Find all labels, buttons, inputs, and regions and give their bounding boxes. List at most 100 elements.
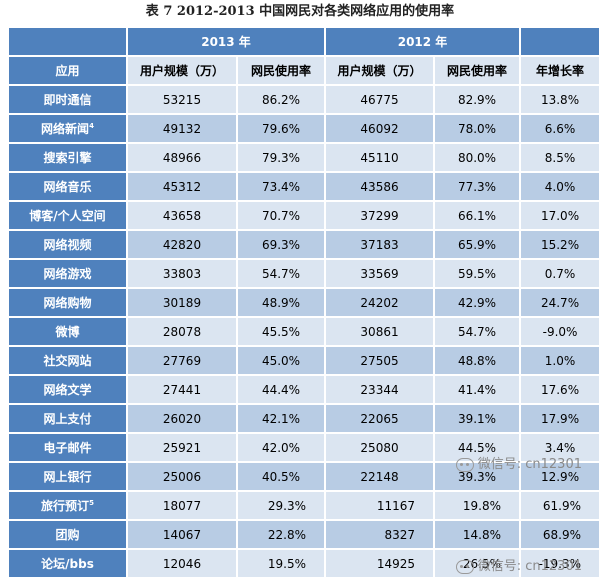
users-2013-header: 用户规模（万） [128,57,236,84]
growth-cell: 8.5% [521,144,600,171]
rate-2012-cell: 65.9% [435,231,520,258]
rate-2013-cell: 73.4% [238,173,325,200]
growth-cell: 13.8% [521,86,600,113]
rate-2012-cell: 26.5% [435,550,520,577]
table-row: 网络新闻4 49132 79.6% 46092 78.0% 6.6% [9,115,600,142]
growth-header: 年增长率 [521,57,600,84]
users-2012-cell: 8327 [326,521,434,548]
rate-2013-cell: 54.7% [238,260,325,287]
users-2013-cell: 42820 [128,231,236,258]
users-2013-cell: 45312 [128,173,236,200]
users-2013-cell: 49132 [128,115,236,142]
growth-cell: 17.0% [521,202,600,229]
app-name-cell: 网上支付 [9,405,126,432]
growth-cell: 6.6% [521,115,600,142]
users-2013-cell: 48966 [128,144,236,171]
rate-2013-cell: 79.3% [238,144,325,171]
app-name-cell: 论坛/bbs [9,550,126,577]
rate-2012-cell: 80.0% [435,144,520,171]
table-row: 论坛/bbs 12046 19.5% 14925 26.5% -19.3% [9,550,600,577]
users-2012-cell: 24202 [326,289,434,316]
rate-2013-cell: 22.8% [238,521,325,548]
app-name-cell: 社交网站 [9,347,126,374]
users-2013-cell: 27769 [128,347,236,374]
table-title: 表 7 2012-2013 中国网民对各类网络应用的使用率 [145,4,455,19]
growth-corner-cell [521,28,600,55]
table-row: 电子邮件 25921 42.0% 25080 44.5% 3.4% [9,434,600,461]
app-column-header: 应用 [9,57,126,84]
growth-cell: 4.0% [521,173,600,200]
growth-cell: 1.0% [521,347,600,374]
users-2012-header: 用户规模（万） [326,57,434,84]
users-2013-cell: 30189 [128,289,236,316]
users-2012-cell: 22065 [326,405,434,432]
users-2012-cell: 22148 [326,463,434,490]
users-2012-cell: 14925 [326,550,434,577]
users-2012-cell: 25080 [326,434,434,461]
growth-cell: -19.3% [521,550,600,577]
rate-2012-cell: 78.0% [435,115,520,142]
app-name-cell: 团购 [9,521,126,548]
growth-cell: 15.2% [521,231,600,258]
rate-2012-cell: 77.3% [435,173,520,200]
growth-cell: 17.6% [521,376,600,403]
users-2013-cell: 43658 [128,202,236,229]
table-row: 网上银行 25006 40.5% 22148 39.3% 12.9% [9,463,600,490]
users-2013-cell: 18077 [128,492,236,519]
app-name-cell: 搜索引擎 [9,144,126,171]
app-name-cell: 网络文学 [9,376,126,403]
rate-2012-cell: 59.5% [435,260,520,287]
growth-cell: 12.9% [521,463,600,490]
app-name-cell: 网络购物 [9,289,126,316]
watermark-text: 微信号: cn12301 [477,559,582,574]
app-name-cell: 即时通信 [9,86,126,113]
rate-2013-cell: 86.2% [238,86,325,113]
rate-2013-header: 网民使用率 [238,57,325,84]
wechat-icon [455,457,474,472]
growth-cell: 3.4% [521,434,600,461]
users-2013-cell: 25006 [128,463,236,490]
app-name-cell: 网络游戏 [9,260,126,287]
users-2013-cell: 12046 [128,550,236,577]
rate-2013-cell: 42.1% [238,405,325,432]
table-row: 网络音乐 45312 73.4% 43586 77.3% 4.0% [9,173,600,200]
rate-2012-cell: 39.1% [435,405,520,432]
users-2012-cell: 43586 [326,173,434,200]
rate-2012-cell: 42.9% [435,289,520,316]
rate-2013-cell: 44.4% [238,376,325,403]
users-2012-cell: 33569 [326,260,434,287]
app-name-cell: 网络音乐 [9,173,126,200]
watermark-bottom: 微信号: cn12301 [455,555,582,574]
users-2013-cell: 14067 [128,521,236,548]
users-2012-cell: 23344 [326,376,434,403]
year-2012-header: 2012 年 [326,28,520,55]
app-name-cell: 博客/个人空间 [9,202,126,229]
users-2013-cell: 28078 [128,318,236,345]
rate-2012-cell: 41.4% [435,376,520,403]
table-row: 网络文学 27441 44.4% 23344 41.4% 17.6% [9,376,600,403]
app-name-cell: 网上银行 [9,463,126,490]
users-2012-cell: 37183 [326,231,434,258]
rate-2012-header: 网民使用率 [435,57,520,84]
rate-2013-cell: 79.6% [238,115,325,142]
growth-cell: 68.9% [521,521,600,548]
table-row: 旅行预订5 18077 29.3% 11167 19.8% 61.9% [9,492,600,519]
table-row: 博客/个人空间 43658 70.7% 37299 66.1% 17.0% [9,202,600,229]
growth-cell: 17.9% [521,405,600,432]
rate-2012-cell: 39.3% [435,463,520,490]
users-2012-cell: 46092 [326,115,434,142]
table-row: 网上支付 26020 42.1% 22065 39.1% 17.9% [9,405,600,432]
wechat-icon [455,559,474,574]
app-name-cell: 电子邮件 [9,434,126,461]
rate-2012-cell: 19.8% [435,492,520,519]
growth-cell: 61.9% [521,492,600,519]
rate-2013-cell: 19.5% [238,550,325,577]
rate-2013-cell: 45.5% [238,318,325,345]
rate-2012-cell: 44.5% [435,434,520,461]
rate-2012-cell: 66.1% [435,202,520,229]
table-row: 网络购物 30189 48.9% 24202 42.9% 24.7% [9,289,600,316]
users-2013-cell: 27441 [128,376,236,403]
rate-2013-cell: 29.3% [238,492,325,519]
rate-2012-cell: 14.8% [435,521,520,548]
rate-2013-cell: 45.0% [238,347,325,374]
